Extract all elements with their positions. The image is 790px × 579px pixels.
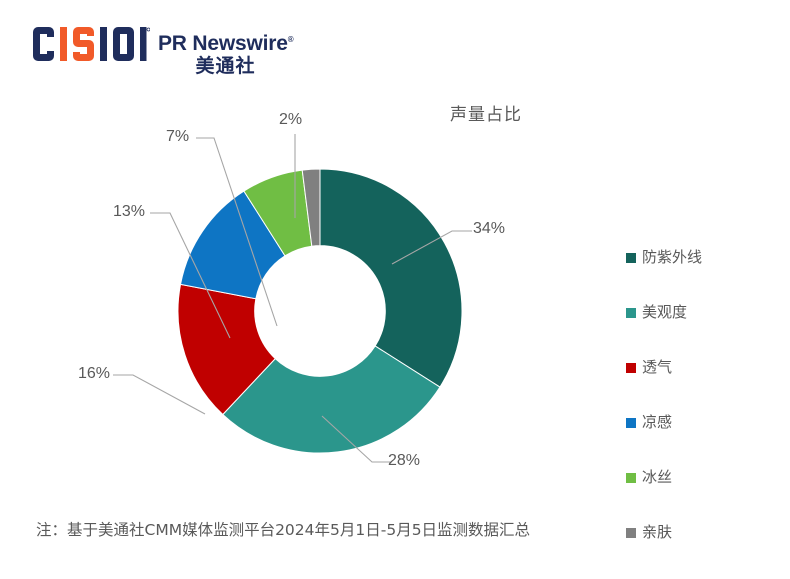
pr-newswire-wordmark: PR Newswire®	[158, 28, 294, 55]
legend-item-label: 防紫外线	[642, 248, 703, 266]
chart-title: 声量占比	[450, 105, 522, 125]
legend-item-亲肤[interactable]: 亲肤	[626, 524, 776, 579]
data-label-2: 2%	[279, 111, 303, 128]
legend-item-label: 美观度	[642, 303, 688, 321]
legend-swatch-icon	[626, 528, 636, 538]
legend-item-label: 亲肤	[642, 523, 673, 541]
cision-logo	[32, 27, 151, 61]
legend-swatch-icon	[626, 473, 636, 483]
data-label-16: 16%	[78, 365, 111, 382]
data-label-7: 7%	[166, 128, 190, 145]
data-label-13: 13%	[113, 203, 146, 220]
legend-item-冰丝[interactable]: 冰丝	[626, 469, 776, 524]
legend-item-label: 冰丝	[642, 468, 673, 486]
legend-item-防紫外线[interactable]: 防紫外线	[626, 249, 776, 304]
donut-slice-亲肤[interactable]	[301, 168, 321, 247]
header-logo-bar: PR Newswire® 美通社	[0, 0, 790, 86]
cision-logo-mark	[33, 27, 151, 61]
legend-item-label: 透气	[642, 358, 673, 376]
legend-item-透气[interactable]: 透气	[626, 359, 776, 414]
pr-newswire-logo: PR Newswire® 美通社	[158, 28, 294, 77]
footnote-text: 注：基于美通社CMM媒体监测平台2024年5月1日-5月5日监测数据汇总	[36, 521, 531, 539]
legend-item-美观度[interactable]: 美观度	[626, 304, 776, 359]
pr-newswire-text: PR Newswire	[158, 32, 288, 55]
legend-item-label: 凉感	[642, 413, 673, 431]
legend-swatch-icon	[626, 418, 636, 428]
legend-swatch-icon	[626, 363, 636, 373]
chart-legend: 防紫外线美观度透气凉感冰丝亲肤	[626, 249, 776, 579]
data-label-28: 28%	[388, 452, 421, 469]
legend-swatch-icon	[626, 308, 636, 318]
registered-trademark-icon: ®	[287, 35, 294, 44]
donut-slice-防紫外线[interactable]	[319, 168, 463, 388]
data-label-34: 34%	[473, 220, 506, 237]
pr-newswire-chinese-name: 美通社	[195, 55, 256, 77]
legend-item-凉感[interactable]: 凉感	[626, 414, 776, 469]
donut-chart-graphic	[177, 168, 463, 454]
legend-swatch-icon	[626, 253, 636, 263]
donut-chart-figure: 声量占比 34% 28% 16% 13% 7% 2% 防紫外线美观度透气凉感冰丝…	[0, 86, 790, 541]
